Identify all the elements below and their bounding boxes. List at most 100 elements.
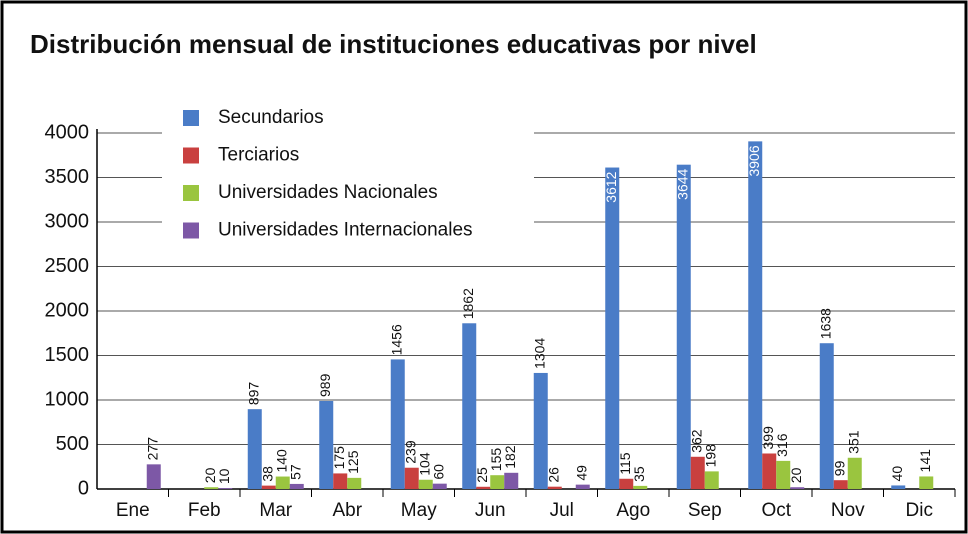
legend [162, 100, 534, 250]
bar [247, 409, 262, 489]
value-label: 989 [317, 373, 333, 397]
bar [847, 457, 862, 489]
bar [762, 453, 777, 489]
legend-label: Terciarios [218, 145, 299, 166]
bar [704, 471, 719, 489]
value-label: 351 [845, 430, 861, 454]
legend-swatch [183, 147, 199, 164]
value-label: 25 [474, 467, 490, 483]
value-label: 125 [345, 450, 361, 474]
value-label: 1862 [460, 288, 476, 319]
chart-title: Distribución mensual de instituciones ed… [30, 29, 757, 59]
x-tick-label: Ago [616, 500, 650, 521]
value-label: 1638 [817, 308, 833, 339]
value-label: 10 [216, 468, 232, 484]
value-label: 140 [273, 449, 289, 473]
value-label: 3906 [746, 145, 762, 176]
value-label: 104 [416, 452, 432, 476]
bar [390, 359, 405, 489]
bar [633, 485, 648, 489]
value-label: 155 [488, 448, 504, 472]
x-tick-label: Ene [116, 500, 150, 521]
bar [275, 476, 290, 489]
bar [605, 167, 620, 490]
bar [790, 487, 805, 489]
value-label: 20 [202, 467, 218, 483]
value-label: 20 [788, 467, 804, 483]
x-tick-label: Oct [761, 500, 791, 521]
y-tick-label: 3500 [45, 166, 90, 188]
y-tick-label: 2000 [45, 299, 90, 321]
value-label: 3644 [674, 168, 690, 199]
value-label: 141 [917, 449, 933, 473]
value-label: 60 [430, 464, 446, 480]
value-label: 239 [402, 440, 418, 464]
value-label: 277 [144, 437, 160, 461]
legend-label: Universidades Internacionales [218, 220, 473, 241]
value-label: 40 [889, 466, 905, 482]
bar [333, 473, 348, 489]
value-label: 897 [245, 382, 261, 406]
value-label: 99 [831, 460, 847, 476]
bar [891, 485, 906, 489]
bar [833, 480, 848, 489]
bar [919, 476, 934, 489]
bar [533, 372, 548, 489]
value-label: 115 [617, 452, 633, 475]
value-label: 1304 [531, 338, 547, 369]
value-label: 182 [502, 445, 518, 469]
y-tick-label: 4000 [45, 121, 90, 143]
bar [490, 475, 505, 489]
x-tick-label: Jul [550, 500, 574, 521]
value-label: 38 [259, 466, 275, 482]
bar [547, 486, 562, 489]
y-tick-label: 1500 [45, 344, 90, 366]
bar [690, 456, 705, 489]
x-tick-label: Sep [688, 500, 722, 521]
x-tick-label: May [401, 500, 437, 521]
bar [289, 483, 304, 489]
value-label: 316 [774, 433, 790, 457]
x-tick-label: Jun [475, 500, 506, 521]
legend-label: Secundarios [218, 107, 324, 128]
x-tick-label: Feb [188, 500, 221, 521]
value-label: 35 [631, 466, 647, 482]
legend-swatch [183, 222, 199, 239]
value-label: 198 [702, 444, 718, 468]
x-tick-label: Mar [259, 500, 292, 521]
y-tick-label: 3000 [45, 210, 90, 232]
bar [404, 467, 419, 489]
bar [146, 464, 161, 489]
legend-label: Universidades Nacionales [218, 182, 438, 203]
legend-swatch [183, 110, 199, 126]
x-tick-label: Nov [831, 500, 865, 521]
x-tick-label: Dic [906, 500, 933, 521]
value-label: 399 [760, 426, 776, 450]
bar [319, 400, 334, 489]
value-label: 362 [688, 429, 704, 453]
legend-swatch [183, 185, 199, 201]
value-label: 1456 [388, 324, 404, 355]
bar [575, 484, 590, 489]
bar [418, 479, 433, 489]
bar [476, 486, 491, 489]
bar [432, 483, 447, 489]
bar [504, 472, 519, 489]
bar [261, 485, 276, 489]
value-label: 49 [573, 465, 589, 481]
bar [776, 460, 791, 489]
y-tick-label: 2500 [45, 255, 90, 277]
bar [619, 478, 634, 489]
y-tick-label: 0 [78, 477, 89, 499]
value-label: 175 [331, 446, 347, 470]
bar [218, 488, 233, 489]
y-tick-label: 1000 [45, 388, 90, 410]
bar [462, 323, 477, 489]
bar [204, 487, 219, 489]
x-tick-label: Abr [332, 500, 362, 521]
bar [819, 343, 834, 489]
value-label: 3612 [603, 171, 619, 202]
value-label: 57 [287, 464, 303, 480]
bar [748, 141, 763, 489]
